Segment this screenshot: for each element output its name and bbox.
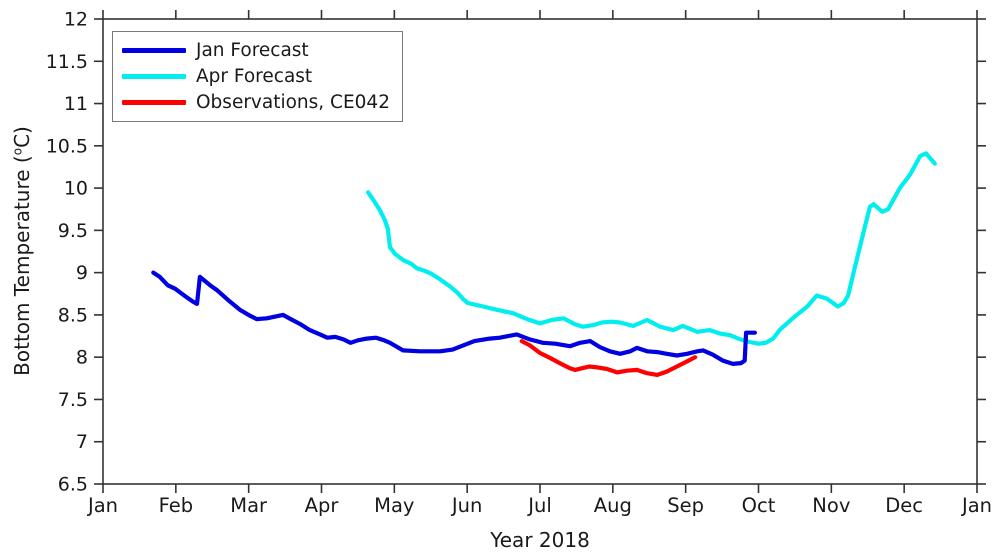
svg-text:Sep: Sep [667, 494, 704, 517]
legend-line-swatch-cyan [122, 74, 186, 79]
series-line-1 [366, 151, 937, 346]
svg-text:11.5: 11.5 [46, 51, 88, 73]
plot-border [102, 18, 978, 485]
legend-line-swatch-blue [122, 48, 186, 53]
svg-text:10: 10 [64, 178, 88, 200]
degree-superscript: o [10, 147, 25, 156]
svg-text:Apr: Apr [305, 494, 340, 517]
svg-text:7: 7 [76, 431, 88, 453]
svg-text:9: 9 [76, 262, 88, 284]
legend-entry-jan-forecast: Jan Forecast [122, 39, 390, 62]
svg-text:Oct: Oct [742, 494, 776, 517]
legend-label: Jan Forecast [196, 40, 309, 61]
y-axis-label: Bottom Temperature (oC) [10, 126, 34, 376]
svg-text:Jun: Jun [450, 494, 482, 517]
svg-text:6.5: 6.5 [58, 474, 88, 496]
svg-text:Nov: Nov [812, 494, 850, 517]
legend-entry-observations: Observations, CE042 [122, 91, 390, 114]
svg-text:8: 8 [76, 347, 88, 369]
svg-text:Dec: Dec [885, 494, 923, 517]
x-axis-label: Year 2018 [490, 528, 590, 552]
y-tick-labels: 6.5 7 7.5 8 8.5 9 9.5 10 10.5 11 11.5 12 [46, 9, 88, 496]
svg-text:Feb: Feb [159, 494, 194, 517]
svg-text:9.5: 9.5 [58, 220, 88, 242]
legend-line-swatch-red [122, 100, 186, 105]
svg-text:7.5: 7.5 [58, 389, 88, 411]
svg-text:10.5: 10.5 [46, 135, 88, 157]
series-line-2 [519, 339, 698, 377]
y-axis-label-unit: C) [10, 126, 34, 148]
x-tick-labels: Jan Feb Mar Apr May Jun Jul Aug Sep Oct Nov Dec Jan [86, 494, 992, 517]
svg-text:12: 12 [64, 9, 88, 31]
svg-text:8.5: 8.5 [58, 304, 88, 326]
svg-text:Jan: Jan [960, 494, 992, 517]
svg-text:Aug: Aug [594, 494, 632, 517]
y-axis-label-text: Bottom Temperature ( [10, 155, 34, 376]
legend-label: Apr Forecast [196, 66, 313, 87]
legend-entry-apr-forecast: Apr Forecast [122, 65, 390, 88]
svg-text:May: May [374, 494, 414, 517]
legend-label: Observations, CE042 [196, 92, 390, 113]
svg-text:11: 11 [64, 93, 88, 115]
legend: Jan Forecast Apr Forecast Observations, … [112, 31, 403, 122]
svg-text:Jan: Jan [86, 494, 118, 517]
svg-text:Mar: Mar [230, 494, 268, 517]
svg-text:Jul: Jul [526, 494, 552, 517]
axis-ticks [94, 10, 986, 493]
series-line-0 [151, 270, 757, 366]
